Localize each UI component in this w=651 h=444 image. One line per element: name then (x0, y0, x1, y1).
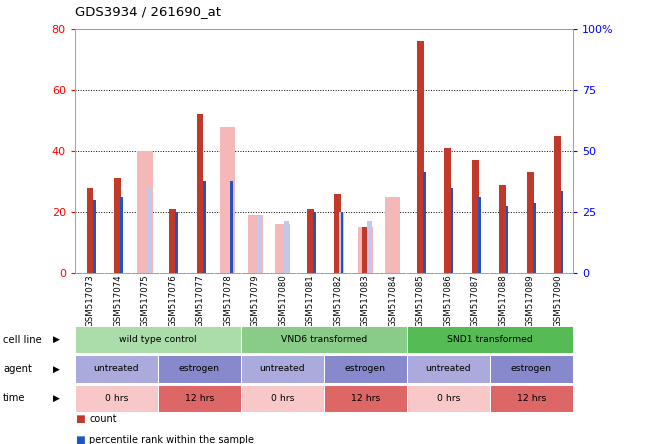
Text: time: time (3, 393, 26, 403)
Bar (324, 355, 407, 383)
Bar (93, 200, 96, 273)
Text: 0 hrs: 0 hrs (105, 394, 128, 403)
Bar (203, 182, 206, 273)
Bar (241, 355, 324, 383)
Bar (75, 326, 241, 353)
Text: estrogen: estrogen (511, 365, 552, 373)
Bar (472, 160, 478, 273)
Bar (257, 215, 262, 273)
Text: ■: ■ (75, 414, 85, 424)
Bar (450, 187, 453, 273)
Text: percentile rank within the sample: percentile rank within the sample (89, 435, 254, 444)
Bar (478, 197, 481, 273)
Bar (146, 187, 152, 273)
Text: agent: agent (3, 364, 32, 374)
Bar (114, 178, 121, 273)
Bar (137, 151, 152, 273)
Bar (169, 209, 176, 273)
Bar (75, 355, 158, 383)
Text: 0 hrs: 0 hrs (437, 394, 460, 403)
Bar (490, 355, 573, 383)
Text: estrogen: estrogen (345, 365, 386, 373)
Text: 12 hrs: 12 hrs (185, 394, 214, 403)
Bar (407, 385, 490, 412)
Bar (75, 385, 158, 412)
Bar (362, 227, 368, 273)
Bar (527, 172, 534, 273)
Bar (339, 212, 344, 273)
Bar (490, 385, 573, 412)
Bar (334, 194, 341, 273)
Text: untreated: untreated (94, 365, 139, 373)
Bar (367, 221, 372, 273)
Text: VND6 transformed: VND6 transformed (281, 335, 367, 344)
Bar (385, 197, 400, 273)
Bar (158, 355, 241, 383)
Bar (120, 197, 123, 273)
Bar (324, 385, 407, 412)
Bar (87, 187, 93, 273)
Bar (229, 182, 234, 273)
Bar (175, 212, 178, 273)
Text: ▶: ▶ (53, 365, 61, 373)
Text: 12 hrs: 12 hrs (517, 394, 546, 403)
Text: SND1 transformed: SND1 transformed (447, 335, 533, 344)
Bar (499, 185, 506, 273)
Bar (197, 114, 204, 273)
Bar (307, 209, 314, 273)
Bar (407, 355, 490, 383)
Bar (506, 206, 508, 273)
Text: count: count (89, 414, 117, 424)
Text: ■: ■ (75, 435, 85, 444)
Bar (561, 190, 563, 273)
Bar (284, 221, 289, 273)
Bar (340, 212, 343, 273)
Text: untreated: untreated (260, 365, 305, 373)
Bar (444, 148, 451, 273)
Text: 12 hrs: 12 hrs (351, 394, 380, 403)
Bar (423, 172, 426, 273)
Bar (555, 136, 561, 273)
Text: ▶: ▶ (53, 335, 61, 344)
Bar (533, 203, 536, 273)
Bar (220, 127, 235, 273)
Text: GDS3934 / 261690_at: GDS3934 / 261690_at (75, 5, 221, 18)
Bar (275, 224, 290, 273)
Bar (230, 182, 233, 273)
Text: cell line: cell line (3, 335, 42, 345)
Bar (407, 326, 573, 353)
Bar (241, 385, 324, 412)
Bar (313, 212, 316, 273)
Text: ▶: ▶ (53, 394, 61, 403)
Bar (357, 227, 373, 273)
Text: estrogen: estrogen (179, 365, 220, 373)
Text: 0 hrs: 0 hrs (271, 394, 294, 403)
Bar (158, 385, 241, 412)
Text: untreated: untreated (426, 365, 471, 373)
Bar (241, 326, 407, 353)
Bar (417, 41, 424, 273)
Text: wild type control: wild type control (119, 335, 197, 344)
Bar (247, 215, 262, 273)
